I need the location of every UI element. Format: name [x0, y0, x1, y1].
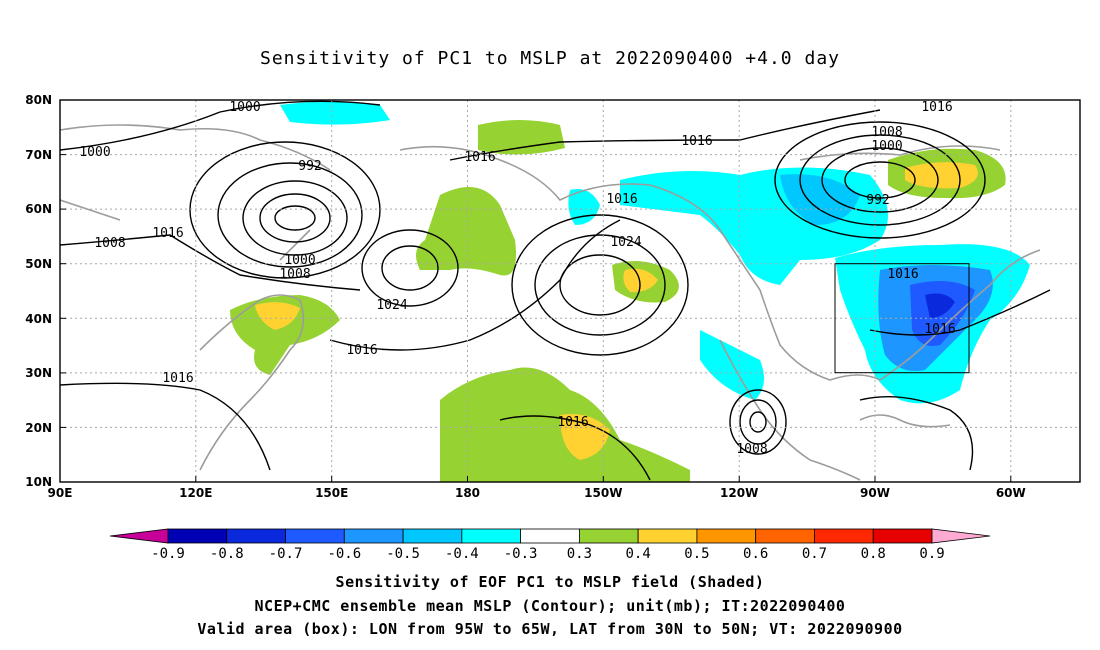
lon-label: 120E — [179, 486, 212, 500]
contour-label: 1016 — [887, 267, 918, 282]
caption-shaded: Sensitivity of EOF PC1 to MSLP field (Sh… — [335, 573, 765, 591]
shade-cyan-arctic — [280, 101, 390, 125]
lat-label: 30N — [25, 366, 52, 380]
valid-area-box — [834, 263, 970, 374]
colorbar-label: -0.7 — [269, 546, 303, 562]
ticks — [60, 99, 1012, 482]
contour-label: 1016 — [152, 226, 183, 241]
colorbar-segment — [755, 528, 815, 544]
chart-title: Sensitivity of PC1 to MSLP at 2022090400… — [259, 48, 840, 69]
contour-label: 1000 — [79, 145, 110, 160]
contour-label: 992 — [298, 159, 321, 174]
colorbar-label: 0.3 — [567, 546, 592, 562]
contour-label: 1024 — [610, 235, 641, 250]
contour-label: 1016 — [464, 150, 495, 165]
colorbar-segment — [637, 528, 698, 544]
contour-label: 1024 — [376, 298, 407, 313]
contour-label: 1016 — [681, 134, 712, 149]
shade-green-arctic — [478, 120, 565, 155]
contour-label: 1008 — [871, 125, 902, 140]
colorbar-segment — [285, 528, 345, 544]
lat-label: 60N — [25, 202, 52, 216]
contour-label: 992 — [866, 193, 889, 208]
contour-label: 1008 — [736, 442, 767, 457]
contour-label: 1016 — [346, 343, 377, 358]
lon-label: 90W — [860, 486, 890, 500]
colorbar-label: 0.6 — [743, 546, 768, 562]
shaded-sensitivity — [230, 101, 1030, 482]
colorbar-label: -0.8 — [210, 546, 244, 562]
colorbar-segment — [578, 528, 639, 544]
shade-cyan-canada-inner — [780, 174, 860, 225]
contour-label: 1008 — [94, 236, 125, 251]
shade-yellow-central — [623, 268, 658, 293]
colorbar-segment — [109, 528, 169, 544]
lat-label: 70N — [25, 148, 52, 162]
map-frame — [59, 99, 1081, 483]
colorbar-segment — [814, 528, 874, 544]
colorbar-segment — [931, 528, 991, 544]
colorbar-segment — [872, 528, 933, 544]
colorbar-label: 0.8 — [861, 546, 886, 562]
shade-cyan-west — [568, 189, 600, 225]
colorbar-label: 0.5 — [684, 546, 709, 562]
shade-cyan-gulf — [700, 330, 764, 400]
contour-label: 1016 — [921, 100, 952, 115]
caption-contour: NCEP+CMC ensemble mean MSLP (Contour); u… — [254, 597, 846, 615]
lon-label: 150E — [315, 486, 348, 500]
colorbar-label: -0.5 — [386, 546, 420, 562]
colorbar-segment — [520, 528, 580, 544]
colorbar: -0.9 -0.8 -0.7 -0.6 -0.5 -0.4 -0.3 0.3 0.4 0.5 0.6… — [109, 528, 991, 562]
colorbar-segment — [402, 528, 463, 544]
caption-valid-area: Valid area (box): LON from 95W to 65W, L… — [197, 620, 903, 638]
colorbar-label: -0.6 — [327, 546, 361, 562]
colorbar-label: -0.9 — [151, 546, 185, 562]
colorbar-label: -0.3 — [504, 546, 538, 562]
lon-label: 120W — [720, 486, 758, 500]
colorbar-segment — [343, 528, 404, 544]
lat-label: 80N — [25, 93, 52, 107]
lon-label: 150W — [584, 486, 622, 500]
contour-label: 1016 — [606, 192, 637, 207]
lon-label: 90E — [48, 486, 73, 500]
contour-label: 1016 — [924, 322, 955, 337]
shade-yellow-japan — [255, 302, 300, 330]
contour-label: 1000 — [229, 100, 260, 115]
colorbar-label: 0.7 — [802, 546, 827, 562]
lon-labels: 90E 120E 150E 180 150W 120W 90W 60W — [48, 486, 1026, 500]
shade-yellow-greenland — [905, 162, 978, 189]
contour-label: 1016 — [557, 415, 588, 430]
contour-label: 1016 — [162, 371, 193, 386]
lat-labels: 80N 70N 60N 50N 40N 30N 20N 10N — [25, 93, 52, 489]
shade-green-japan — [230, 295, 340, 375]
colorbar-segment — [167, 528, 228, 544]
lon-label: 180 — [455, 486, 480, 500]
mslp-contours — [60, 100, 1051, 481]
lat-label: 40N — [25, 312, 52, 326]
contour-label: 1008 — [279, 267, 310, 282]
colorbar-segment — [461, 528, 522, 544]
lon-label: 60W — [996, 486, 1026, 500]
contour-label: 1000 — [871, 139, 902, 154]
lat-label: 10N — [25, 475, 52, 489]
colorbar-label: -0.4 — [445, 546, 479, 562]
shade-yellow-pacific — [560, 414, 610, 460]
contour-label: 1000 — [284, 253, 315, 268]
colorbar-label: 0.4 — [626, 546, 651, 562]
lat-label: 50N — [25, 257, 52, 271]
colorbar-segment — [696, 528, 757, 544]
lat-label: 20N — [25, 421, 52, 435]
contour-labels: 1000 1000 992 1016 1008 1016 1000 1008 1… — [79, 100, 955, 457]
colorbar-segment — [226, 528, 286, 544]
shade-ddblue-east — [925, 293, 955, 318]
colorbar-label: 0.9 — [919, 546, 944, 562]
